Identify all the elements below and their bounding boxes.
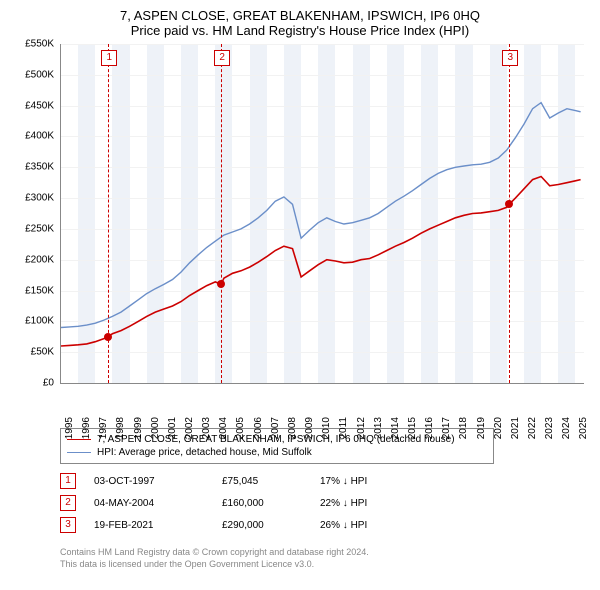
chart-subtitle: Price paid vs. HM Land Registry's House … [10, 23, 590, 38]
y-axis-labels: £0 £50K £100K £150K £200K £250K £300K £350K £400… [10, 44, 56, 404]
x-tick-label: 1998 [115, 417, 126, 439]
x-tick-label: 2008 [287, 417, 298, 439]
x-tick-label: 2004 [218, 417, 229, 439]
sale-delta: 22% ↓ HPI [320, 498, 367, 509]
legend-swatch [67, 452, 91, 453]
x-tick-label: 2014 [390, 417, 401, 439]
x-tick-label: 2021 [510, 417, 521, 439]
sale-date: 19-FEB-2021 [94, 520, 204, 531]
x-tick-label: 2002 [184, 417, 195, 439]
sale-price: £290,000 [222, 520, 302, 531]
y-tick-label: £100K [25, 316, 54, 327]
sale-date: 03-OCT-1997 [94, 476, 204, 487]
x-tick-label: 2006 [253, 417, 264, 439]
legend-item: HPI: Average price, detached house, Mid … [67, 446, 487, 459]
y-tick-label: £200K [25, 254, 54, 265]
x-tick-label: 2015 [407, 417, 418, 439]
x-tick-label: 2017 [441, 417, 452, 439]
x-tick-label: 2025 [578, 417, 589, 439]
x-tick-label: 1996 [81, 417, 92, 439]
x-tick-label: 2010 [321, 417, 332, 439]
y-tick-label: £250K [25, 223, 54, 234]
y-tick-label: £550K [25, 39, 54, 50]
sales-row: 3 19-FEB-2021 £290,000 26% ↓ HPI [60, 514, 590, 536]
y-tick-label: £500K [25, 69, 54, 80]
x-tick-label: 2005 [235, 417, 246, 439]
x-tick-label: 2019 [476, 417, 487, 439]
series-red [61, 177, 581, 347]
x-tick-label: 2018 [458, 417, 469, 439]
x-tick-label: 2003 [201, 417, 212, 439]
x-tick-label: 1997 [98, 417, 109, 439]
x-tick-label: 2007 [270, 417, 281, 439]
sales-row: 1 03-OCT-1997 £75,045 17% ↓ HPI [60, 470, 590, 492]
sale-delta: 26% ↓ HPI [320, 520, 367, 531]
x-tick-label: 2022 [527, 417, 538, 439]
y-tick-label: £50K [31, 347, 54, 358]
legend-label: HPI: Average price, detached house, Mid … [97, 447, 312, 458]
footer-line: Contains HM Land Registry data © Crown c… [60, 546, 590, 558]
sale-delta: 17% ↓ HPI [320, 476, 367, 487]
y-tick-label: £150K [25, 285, 54, 296]
x-tick-label: 1995 [64, 417, 75, 439]
sale-price: £160,000 [222, 498, 302, 509]
attribution-footer: Contains HM Land Registry data © Crown c… [60, 546, 590, 570]
x-tick-label: 2023 [544, 417, 555, 439]
sale-marker-icon: 2 [60, 495, 76, 511]
y-tick-label: £0 [43, 378, 54, 389]
y-tick-label: £450K [25, 100, 54, 111]
sale-marker-line [509, 44, 510, 383]
footer-line: This data is licensed under the Open Gov… [60, 558, 590, 570]
sale-point-icon [217, 280, 225, 288]
sales-table: 1 03-OCT-1997 £75,045 17% ↓ HPI 2 04-MAY… [60, 470, 590, 536]
chart-title: 7, ASPEN CLOSE, GREAT BLAKENHAM, IPSWICH… [10, 8, 590, 23]
x-tick-label: 2001 [167, 417, 178, 439]
y-tick-label: £400K [25, 131, 54, 142]
x-tick-label: 1999 [133, 417, 144, 439]
x-tick-label: 2012 [356, 417, 367, 439]
y-tick-label: £300K [25, 193, 54, 204]
sale-date: 04-MAY-2004 [94, 498, 204, 509]
series-blue [61, 103, 581, 328]
plot-area: 1 2 3 [60, 44, 584, 384]
x-tick-label: 2013 [373, 417, 384, 439]
x-tick-label: 2000 [150, 417, 161, 439]
x-axis-labels: 1995199619971998199920002001200220032004… [60, 384, 584, 404]
sale-point-icon [104, 333, 112, 341]
sale-marker-box: 2 [214, 50, 230, 66]
sale-marker-box: 1 [101, 50, 117, 66]
sale-price: £75,045 [222, 476, 302, 487]
x-tick-label: 2011 [338, 417, 349, 439]
sale-point-icon [505, 200, 513, 208]
sales-row: 2 04-MAY-2004 £160,000 22% ↓ HPI [60, 492, 590, 514]
sale-marker-icon: 1 [60, 473, 76, 489]
chart-lines [61, 44, 584, 383]
x-tick-label: 2020 [493, 417, 504, 439]
x-tick-label: 2024 [561, 417, 572, 439]
sale-marker-icon: 3 [60, 517, 76, 533]
sale-marker-box: 3 [502, 50, 518, 66]
x-tick-label: 2009 [304, 417, 315, 439]
y-tick-label: £350K [25, 162, 54, 173]
chart: £0 £50K £100K £150K £200K £250K £300K £350K £400… [10, 44, 590, 404]
sale-marker-line [221, 44, 222, 383]
x-tick-label: 2016 [424, 417, 435, 439]
